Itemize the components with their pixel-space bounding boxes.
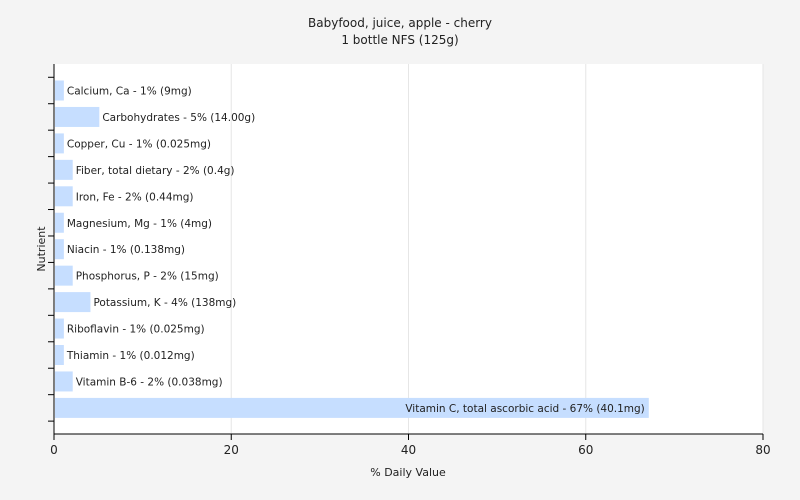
bar [55,371,73,392]
bar [55,106,100,127]
bar-label: Calcium, Ca - 1% (9mg) [67,86,192,98]
bar [55,292,91,313]
bar-label: Phosphorus, P - 2% (15mg) [76,271,219,283]
bar [55,265,73,286]
x-axis-label: % Daily Value [370,466,446,479]
grid-lines [230,64,764,434]
bar-label: Fiber, total dietary - 2% (0.4g) [76,165,235,177]
x-tick-label: 60 [578,443,593,457]
x-tick-label: 20 [224,443,239,457]
x-tick-label: 80 [755,443,770,457]
x-tick-label: 40 [401,443,416,457]
chart-title: Babyfood, juice, apple - cherry [308,16,492,30]
bar-label: Riboflavin - 1% (0.025mg) [67,324,205,336]
bar-label: Vitamin B-6 - 2% (0.038mg) [76,376,223,388]
bar-label: Potassium, K - 4% (138mg) [93,297,236,309]
y-axis-label: Nutrient [35,226,48,272]
bar-label: Iron, Fe - 2% (0.44mg) [76,191,194,203]
bar [55,318,64,339]
bar-label: Niacin - 1% (0.138mg) [67,244,185,256]
chart-subtitle: 1 bottle NFS (125g) [341,33,459,47]
bar [55,212,64,233]
bar [55,159,73,180]
bar [55,133,64,154]
bar-label: Copper, Cu - 1% (0.025mg) [67,138,211,150]
bar-label: Thiamin - 1% (0.012mg) [66,350,195,362]
bar [55,397,649,418]
bar-label: Carbohydrates - 5% (14.00g) [102,112,255,124]
x-tick-label: 0 [50,443,58,457]
bar [55,345,64,365]
bar-label: Magnesium, Mg - 1% (4mg) [67,218,212,230]
axes-group: 0 20 40 60 80 [48,64,771,457]
bar-label: Vitamin C, total ascorbic acid - 67% (40… [405,403,644,415]
bar [55,80,64,101]
bar [55,186,73,207]
bars-group: Calcium, Ca - 1% (9mg) Carbohydrates - 5%… [55,80,649,418]
bar [55,239,64,260]
